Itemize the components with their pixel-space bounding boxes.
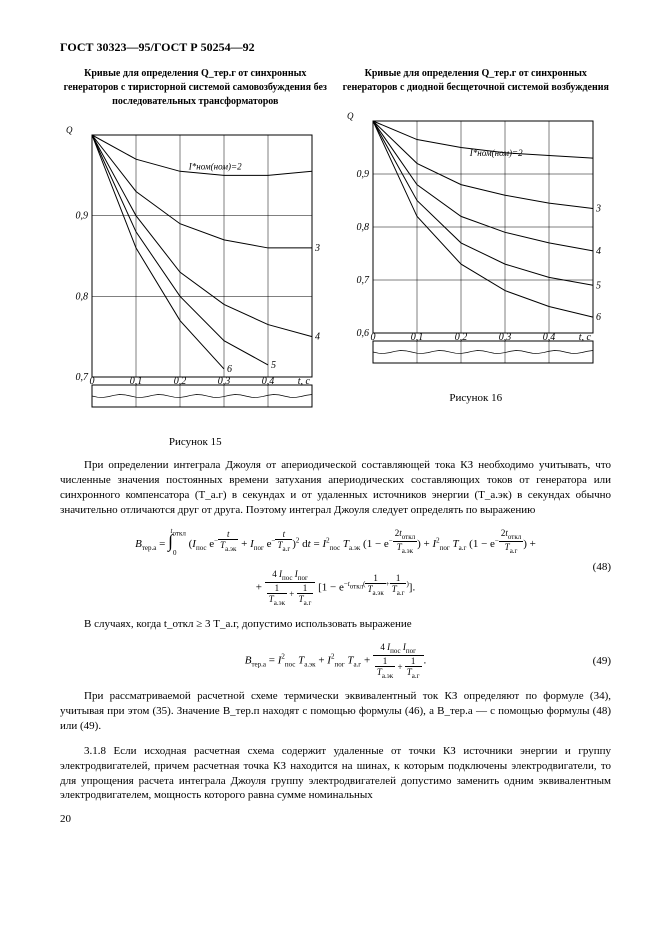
svg-text:0,9: 0,9 bbox=[356, 169, 369, 180]
svg-text:Q: Q bbox=[347, 111, 354, 121]
svg-text:Q: Q bbox=[66, 125, 73, 135]
svg-text:0,7: 0,7 bbox=[356, 275, 370, 286]
figure-16-caption: Рисунок 16 bbox=[341, 392, 612, 404]
figure-16-col: Кривые для определения Q_тер.г от синхро… bbox=[341, 67, 612, 448]
svg-text:0,3: 0,3 bbox=[218, 376, 231, 387]
svg-text:0,4: 0,4 bbox=[542, 332, 555, 343]
figure-16-title: Кривые для определения Q_тер.г от синхро… bbox=[341, 67, 612, 95]
svg-text:4: 4 bbox=[315, 332, 320, 343]
svg-text:I*ном(ном)=2: I*ном(ном)=2 bbox=[188, 161, 242, 171]
svg-text:0,1: 0,1 bbox=[130, 376, 143, 387]
svg-text:0,7: 0,7 bbox=[76, 372, 90, 383]
svg-text:6: 6 bbox=[596, 312, 601, 323]
svg-text:6: 6 bbox=[227, 364, 232, 375]
svg-text:t, с: t, с bbox=[578, 332, 591, 343]
page-number: 20 bbox=[60, 813, 611, 825]
svg-text:0,6: 0,6 bbox=[356, 328, 369, 339]
paragraph-2: В случаях, когда t_откл ≥ 3 T_а.г, допус… bbox=[60, 617, 611, 632]
svg-text:5: 5 bbox=[596, 280, 601, 291]
figure-15-caption: Рисунок 15 bbox=[60, 436, 331, 448]
figure-16-chart: I*ном(ном)=2 3 4 5 6 0,6 0,7 0,8 0,9 Q 0 0,1 0,2 0,3 0… bbox=[341, 103, 601, 383]
svg-text:0,2: 0,2 bbox=[174, 376, 187, 387]
svg-text:0,2: 0,2 bbox=[454, 332, 467, 343]
svg-text:0,8: 0,8 bbox=[356, 222, 369, 233]
eq-49-number: (49) bbox=[593, 655, 611, 667]
figure-15-chart: I*ном(ном)=2 3 4 5 6 0,7 0,8 0,9 Q 0 0,1 0,2 0,3 0,4 t… bbox=[60, 117, 320, 427]
svg-text:0,1: 0,1 bbox=[410, 332, 423, 343]
equation-49: Bтер.а = I2пос Tа.эк + I2пог Tа.г + 4 Iп… bbox=[60, 642, 611, 680]
svg-text:5: 5 bbox=[271, 360, 276, 371]
svg-text:0,3: 0,3 bbox=[498, 332, 511, 343]
doc-header: ГОСТ 30323—95/ГОСТ Р 50254—92 bbox=[60, 40, 611, 55]
paragraph-3: При рассматриваемой расчетной схеме терм… bbox=[60, 689, 611, 734]
paragraph-1: При определении интеграла Джоуля от апер… bbox=[60, 458, 611, 517]
svg-text:0: 0 bbox=[370, 332, 375, 343]
svg-text:0,9: 0,9 bbox=[76, 211, 89, 222]
svg-text:4: 4 bbox=[596, 246, 601, 257]
svg-text:I*ном(ном)=2: I*ном(ном)=2 bbox=[468, 148, 522, 158]
svg-text:3: 3 bbox=[595, 203, 601, 214]
equation-48: Bтер.а = ∫0tоткл (Iпос e−tTа.эк + Iпог e… bbox=[60, 527, 611, 607]
figure-15-title: Кривые для определения Q_тер.г от синхро… bbox=[60, 67, 331, 109]
paragraph-4: 3.1.8 Если исходная расчетная схема соде… bbox=[60, 744, 611, 803]
svg-text:0,8: 0,8 bbox=[76, 291, 89, 302]
svg-text:0,4: 0,4 bbox=[262, 376, 275, 387]
svg-text:3: 3 bbox=[314, 243, 320, 254]
figure-row: Кривые для определения Q_тер.г от синхро… bbox=[60, 67, 611, 448]
svg-text:0: 0 bbox=[90, 376, 95, 387]
svg-text:t, с: t, с bbox=[298, 376, 311, 387]
eq-48-number: (48) bbox=[593, 561, 611, 573]
figure-15-col: Кривые для определения Q_тер.г от синхро… bbox=[60, 67, 331, 448]
